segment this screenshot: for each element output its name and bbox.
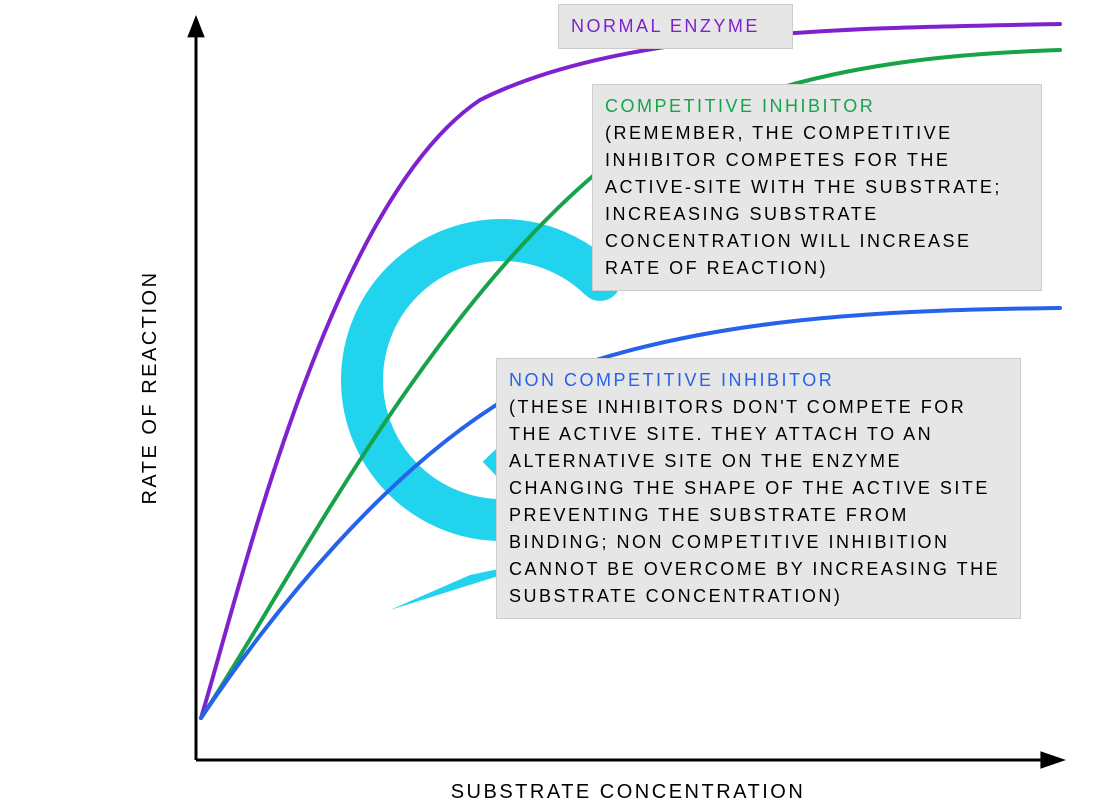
noncompetitive-label: NON COMPETITIVE INHIBITOR(THESE INHIBITO…	[496, 358, 1021, 619]
noncompetitive-label-text: (THESE INHIBITORS DON'T COMPETE FOR THE …	[509, 394, 1008, 610]
competitive-label: COMPETITIVE INHIBITOR(REMEMBER, THE COMP…	[592, 84, 1042, 291]
normal-label: NORMAL ENZYME	[558, 4, 793, 49]
y-axis-arrow-icon	[187, 15, 205, 37]
normal-label-title: NORMAL ENZYME	[571, 13, 780, 40]
competitive-label-text: (REMEMBER, THE COMPETITIVE INHIBITOR COM…	[605, 120, 1029, 282]
x-axis-label: SUBSTRATE CONCENTRATION	[451, 781, 806, 803]
y-axis-label: RATE OF REACTION	[139, 270, 161, 504]
x-axis-arrow-icon	[1040, 751, 1066, 769]
noncompetitive-label-title: NON COMPETITIVE INHIBITOR	[509, 367, 1008, 394]
competitive-label-title: COMPETITIVE INHIBITOR	[605, 93, 1029, 120]
